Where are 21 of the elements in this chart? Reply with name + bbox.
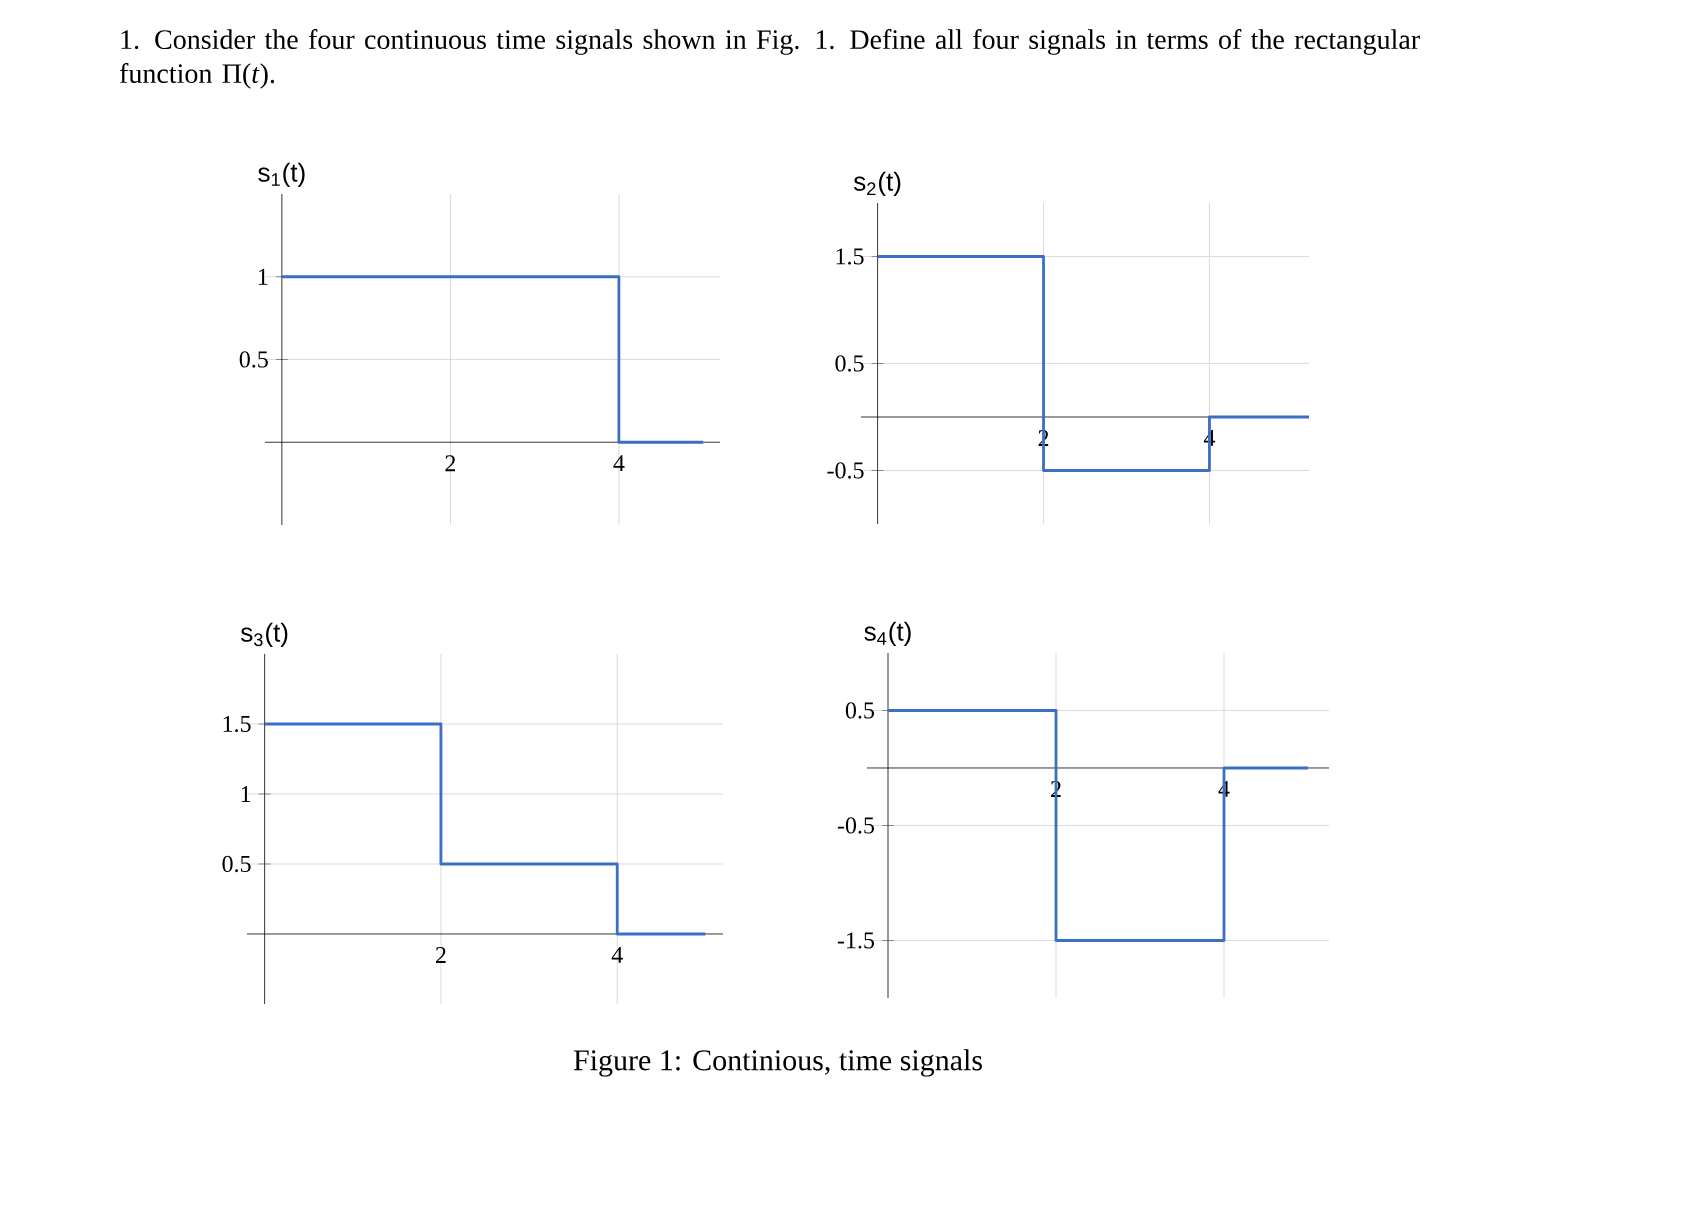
x-tick-label: 2 [445, 455, 456, 472]
y-axis-title: s$_{3}$(t) [241, 622, 288, 647]
y-axis-title: s$_{1}$(t) [258, 162, 305, 187]
y-tick-label: 1.5 [223, 715, 251, 733]
y-tick-label: 0.5 [845, 702, 875, 719]
y-tick-label: 1 [258, 268, 268, 285]
y-tick-label: -0.5 [837, 817, 875, 834]
y-tick-label: 0.5 [239, 351, 268, 368]
caption: Figure 1: Continious, time signals [573, 1049, 982, 1077]
y-axis-title: s$_{2}$(t) [853, 171, 901, 196]
y-tick-label: 1.5 [836, 248, 864, 265]
x-tick-label: 2 [436, 947, 446, 963]
y-tick-label: -0.5 [827, 462, 864, 479]
y-tick-label: 1 [241, 786, 251, 802]
y-tick-label: 0.5 [222, 855, 251, 873]
y-tick-label: 0.5 [835, 355, 864, 372]
y-tick-label: -1.5 [837, 932, 875, 949]
x-tick-label: 4 [611, 947, 623, 963]
y-axis-title: s$_{4}$(t) [864, 621, 911, 646]
x-tick-label: 4 [613, 455, 625, 472]
text: 1. Consider the four continuous time signals shown in Fig. 1. Define all four signals in terms of the rectangular function Π(t). [119, 29, 1420, 89]
